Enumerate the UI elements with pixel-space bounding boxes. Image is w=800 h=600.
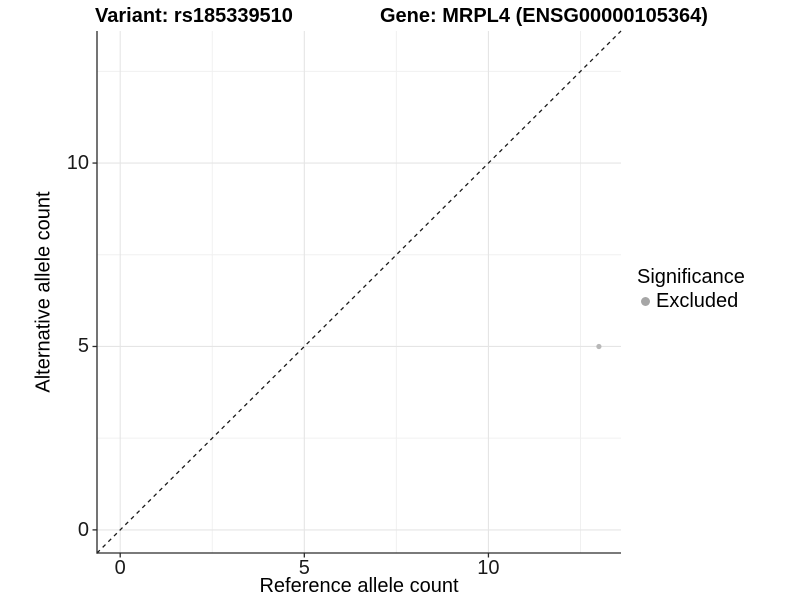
legend: Significance Excluded xyxy=(637,266,745,313)
legend-item-label: Excluded xyxy=(656,290,739,312)
legend-key-circle-icon xyxy=(641,297,650,306)
legend-title: Significance xyxy=(637,266,745,288)
chart-title-gene: Gene: MRPL4 (ENSG00000105364) xyxy=(380,5,708,27)
y-tick-label: 0 xyxy=(77,518,89,541)
x-tick-label: 10 xyxy=(477,557,500,579)
chart-title-variant: Variant: rs185339510 xyxy=(95,5,293,27)
x-tick-label: 0 xyxy=(114,557,126,579)
x-axis-title: Reference allele count xyxy=(259,575,459,597)
x-tick-label: 5 xyxy=(298,557,310,579)
y-tick-label: 5 xyxy=(77,335,89,358)
y-tick-label: 10 xyxy=(66,152,89,175)
y-axis-title: Alternative allele count xyxy=(32,191,55,393)
legend-item-excluded: Excluded xyxy=(637,290,745,313)
